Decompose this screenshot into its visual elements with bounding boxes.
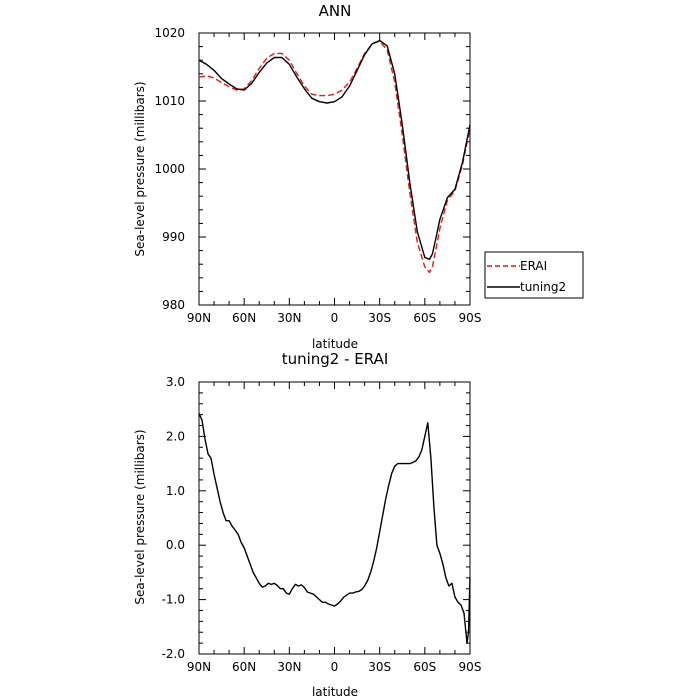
x-tick-label: 0 [331,660,339,674]
y-tick-label: 1010 [154,94,185,108]
chart-title: ANN [319,2,352,20]
y-tick-label: 2.0 [166,429,185,443]
y-tick-label: 0.0 [166,538,185,552]
panel-difference: tuning2 - ERAI 90N 60N 30N 0 30S 60S 90S -2.0 -1… [133,350,481,699]
legend: ERAI tuning2 [484,251,584,299]
x-tick-label: 30N [277,311,301,325]
x-axis-label: latitude [312,685,358,699]
x-tick-label: 90N [187,660,211,674]
legend-box [484,251,584,299]
x-tick-label: 90N [187,311,211,325]
y-tick-label: 980 [162,298,185,312]
x-tick-label: 60S [413,311,436,325]
x-tick-label: 30N [277,660,301,674]
y-tick-label: 1.0 [166,484,185,498]
x-tick-label: 60N [232,660,256,674]
plot-area: 90N 60N 30N 0 30S 60S 90S 980 990 1000 1010 1020 [154,26,481,325]
y-tick-label: 1020 [154,26,185,40]
x-tick-label: 90S [459,660,482,674]
chart-title: tuning2 - ERAI [282,350,389,368]
x-tick-label: 30S [368,311,391,325]
legend-label-erai: ERAI [520,259,547,273]
x-axis-label: latitude [312,337,358,351]
plot-frame [198,32,471,306]
x-tick-label: 60N [232,311,256,325]
x-tick-label: 0 [331,311,339,325]
y-axis-label: Sea-level pressure (millibars) [133,429,147,604]
y-tick-label: -1.0 [162,593,185,607]
panel-ann: ANN 90N 60N 30N 0 30S 60S 90S 980 990 1000 1010 102… [133,2,584,351]
x-tick-label: 90S [459,311,482,325]
x-tick-label: 60S [413,660,436,674]
series-line-difference [198,413,471,644]
y-tick-label: 3.0 [166,375,185,389]
plot-area: 90N 60N 30N 0 30S 60S 90S -2.0 -1.0 0.0 1.0 2.0 3.0 [162,375,482,674]
y-tick-label: 1000 [154,162,185,176]
series-line-tuning2 [198,39,471,261]
y-axis-label: Sea-level pressure (millibars) [133,81,147,256]
y-tick-label: 990 [162,230,185,244]
legend-label-tuning2: tuning2 [520,280,566,294]
series-line-erai [198,40,471,274]
y-tick-label: -2.0 [162,647,185,661]
plot-frame [198,381,471,655]
x-tick-label: 30S [368,660,391,674]
